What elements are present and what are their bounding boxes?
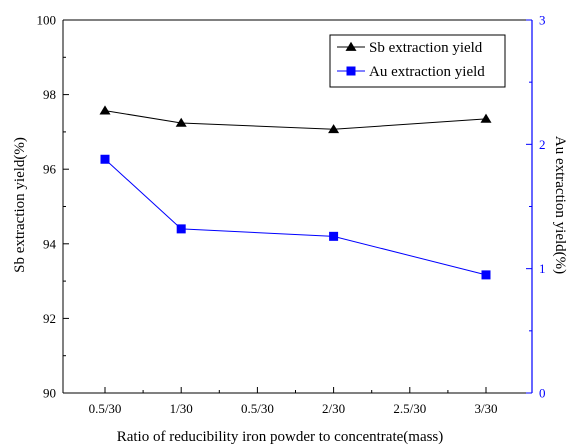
legend-marker-0 — [345, 41, 357, 51]
data-point-triangle — [175, 117, 187, 127]
y-right-tick-label: 3 — [539, 13, 546, 28]
series-line-1 — [104, 158, 487, 276]
legend-label-1: Au extraction yield — [369, 64, 485, 80]
x-tick-label: 2.5/30 — [393, 401, 426, 416]
x-tick-label: 0.5/30 — [89, 401, 122, 416]
data-point-triangle — [99, 105, 111, 115]
y-axis-left-title: Sb extraction yield(%) — [12, 137, 28, 273]
legend-label-0: Sb extraction yield — [369, 40, 483, 56]
data-point-square — [176, 224, 186, 234]
chart-marks — [99, 105, 492, 280]
y-axis-right-title: Au extraction yield(%) — [552, 136, 568, 274]
series-line-0 — [104, 110, 487, 130]
data-point-square — [100, 154, 110, 164]
y-left-tick-label: 98 — [43, 87, 56, 102]
x-axis-title: Ratio of reducibility iron powder to con… — [117, 429, 444, 445]
data-point-triangle — [328, 124, 340, 134]
x-tick-label: 2/30 — [322, 401, 345, 416]
x-tick-label: 3/30 — [474, 401, 497, 416]
y-right-tick-label: 1 — [539, 261, 546, 276]
data-point-triangle — [480, 113, 492, 123]
y-left-tick-label: 100 — [37, 13, 57, 28]
x-tick-label: 1/30 — [170, 401, 193, 416]
y-right-tick-label: 0 — [539, 386, 546, 401]
x-tick-label: 0.5/30 — [241, 401, 274, 416]
data-point-square — [329, 231, 339, 241]
chart-ticks: 0.5/30 1/30 0.5/30 2/30 2.5/30 3/30 90 92 94 96 98… — [37, 13, 546, 417]
legend-marker-1 — [346, 66, 356, 76]
y-left-tick-label: 94 — [43, 236, 57, 251]
legend-box — [329, 34, 506, 88]
y-left-tick-label: 90 — [43, 386, 56, 401]
data-point-square — [481, 270, 491, 280]
y-left-tick-label: 92 — [43, 311, 56, 326]
legend: Sb extraction yield Au extraction yield — [329, 34, 506, 88]
y-right-tick-label: 2 — [539, 137, 546, 152]
y-left-tick-label: 96 — [43, 162, 57, 177]
legend-items: Sb extraction yield Au extraction yield — [337, 40, 485, 80]
